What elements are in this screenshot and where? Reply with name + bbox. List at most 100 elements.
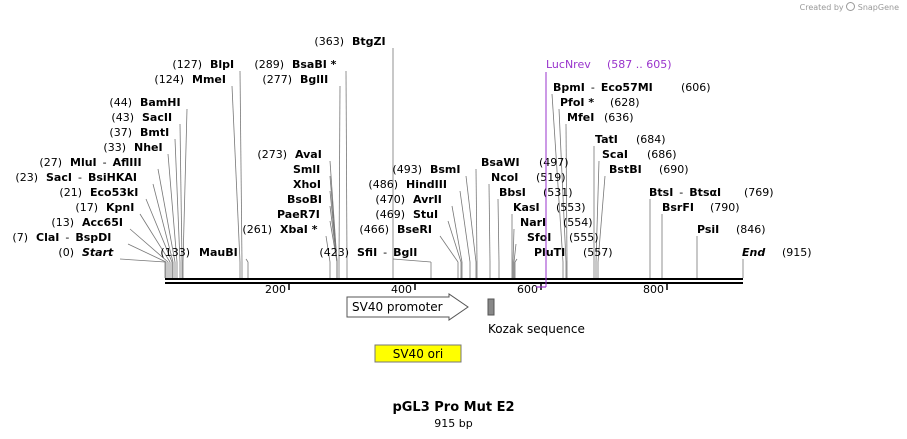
site-name: BamHI [140, 96, 181, 109]
restriction-site[interactable]: SacI - BsiHKAI (23) [15, 171, 137, 184]
site-leader-line [558, 108, 567, 263]
site-name: XhoI [293, 178, 321, 191]
site-position: (363) [314, 35, 344, 48]
site-position: (686) [647, 148, 677, 161]
restriction-site[interactable]: AvaI (273) [257, 148, 321, 161]
restriction-site[interactable]: KpnI (17) [75, 201, 134, 214]
restriction-site[interactable]: NcoI (519) [491, 171, 566, 184]
snapgene-credit: Created by SnapGene [800, 2, 899, 12]
restriction-site[interactable]: BstBI (690) [609, 163, 689, 176]
feature-kozak-sequence[interactable]: Kozak sequence [487, 298, 585, 336]
site-name: BsoBI [287, 193, 322, 206]
site-name: BsaBI * [292, 58, 337, 71]
credit-prefix: Created by [799, 3, 844, 12]
site-position: (469) [375, 208, 405, 221]
site-position: (17) [75, 201, 98, 214]
site-leader-line [514, 258, 518, 263]
site-name: NcoI [491, 171, 518, 184]
restriction-site[interactable]: MmeI (124) [154, 73, 226, 86]
restriction-site[interactable]: ScaI (686) [602, 148, 677, 161]
site-name: BlpI [210, 58, 234, 71]
site-alt-name: AflIII [113, 156, 142, 169]
restriction-site[interactable]: PaeR7I [277, 208, 320, 221]
restriction-site[interactable]: SfiI - BglI (423) [319, 246, 417, 259]
site-position: (127) [172, 58, 202, 71]
restriction-site[interactable]: StuI (469) [375, 208, 438, 221]
site-leader-line [182, 108, 188, 263]
site-leader-line [597, 175, 606, 263]
restriction-site[interactable]: Eco53kI (21) [59, 186, 138, 199]
restriction-site[interactable]: Start (0) [58, 246, 114, 259]
restriction-site[interactable]: PluTI (557) [534, 246, 613, 259]
restriction-site[interactable]: ClaI - BspDI (7) [12, 231, 111, 244]
restriction-site[interactable]: BseRI (466) [359, 223, 432, 236]
restriction-site[interactable]: SmlI [293, 163, 320, 176]
site-name: KasI [513, 201, 540, 214]
site-name: ClaI [36, 231, 59, 244]
restriction-site[interactable]: TatI (684) [595, 133, 666, 146]
restriction-site[interactable]: NarI (554) [520, 216, 593, 229]
restriction-site[interactable]: Acc65I (13) [51, 216, 123, 229]
restriction-site[interactable]: BsaBI * (289) [254, 58, 336, 71]
restriction-site[interactable]: MauBI (133) [160, 246, 237, 259]
ruler-tick-label: 800 [643, 283, 664, 296]
site-name: BmtI [140, 126, 169, 139]
site-leader-line [329, 220, 338, 263]
site-position: (690) [659, 163, 689, 176]
site-leader-line [512, 228, 515, 263]
restriction-site[interactable]: BamHI (44) [109, 96, 180, 109]
site-position: (493) [392, 163, 422, 176]
site-leader-line [488, 183, 491, 263]
site-position: (289) [254, 58, 284, 71]
restriction-site[interactable]: BbsI (531) [499, 186, 573, 199]
site-leader-line [129, 228, 169, 263]
site-position: (23) [15, 171, 38, 184]
restriction-site[interactable]: BmtI (37) [109, 126, 169, 139]
restriction-site[interactable]: BsmI (493) [392, 163, 460, 176]
site-leader-line [392, 258, 432, 263]
site-position: (21) [59, 186, 82, 199]
site-position: (628) [610, 96, 640, 109]
restriction-site[interactable]: BsaWI (497) [481, 156, 569, 169]
site-position: (915) [782, 246, 812, 259]
restriction-site[interactable]: MfeI (636) [567, 111, 634, 124]
restriction-site[interactable]: AvrII (470) [375, 193, 442, 206]
restriction-site[interactable]: BtgZI (363) [314, 35, 385, 48]
site-leader-line [245, 258, 249, 263]
restriction-site[interactable]: BpmI - Eco57MI (606) [553, 81, 711, 94]
restriction-site[interactable]: NheI (33) [103, 141, 162, 154]
restriction-site[interactable]: MluI - AflIII (27) [39, 156, 141, 169]
site-name: BtgZI [352, 35, 386, 48]
site-position: (557) [583, 246, 613, 259]
site-name: AvrII [413, 193, 442, 206]
restriction-site[interactable]: BsoBI [287, 193, 322, 206]
site-leader-line [451, 205, 463, 263]
primer-lucnrev[interactable]: LucNrev (587 .. 605) [536, 58, 672, 288]
restriction-site[interactable]: XbaI * (261) [242, 223, 317, 236]
restriction-site[interactable]: PfoI * (628) [560, 96, 640, 109]
restriction-site[interactable]: SfoI (555) [527, 231, 599, 244]
site-leader-line [174, 138, 181, 263]
feature-sv40-promoter[interactable]: SV40 promoter [346, 293, 469, 321]
restriction-site[interactable]: XhoI [293, 178, 321, 191]
site-separator: - [383, 246, 387, 259]
site-name: SmlI [293, 163, 320, 176]
site-leader-line [459, 190, 471, 263]
restriction-site[interactable]: PsiI (846) [697, 223, 766, 236]
restriction-site[interactable]: End (915) [742, 246, 812, 259]
feature-sv40-ori[interactable]: SV40 ori [374, 344, 462, 363]
site-alt-name: BspDI [75, 231, 111, 244]
site-position: (790) [710, 201, 740, 214]
site-position: (466) [359, 223, 389, 236]
plasmid-length: 915 bp [434, 417, 473, 430]
restriction-site[interactable]: KasI (553) [513, 201, 586, 214]
restriction-site[interactable]: BglII (277) [262, 73, 328, 86]
restriction-site[interactable]: BtsI - BtsαI (769) [649, 186, 774, 199]
site-name: BbsI [499, 186, 526, 199]
restriction-site[interactable]: BsrFI (790) [662, 201, 740, 214]
restriction-site[interactable]: BlpI (127) [172, 58, 234, 71]
kozak-label: Kozak sequence [488, 322, 585, 336]
site-name: MauBI [199, 246, 238, 259]
restriction-site[interactable]: HindIII (486) [368, 178, 447, 191]
restriction-site[interactable]: SacII (43) [111, 111, 172, 124]
